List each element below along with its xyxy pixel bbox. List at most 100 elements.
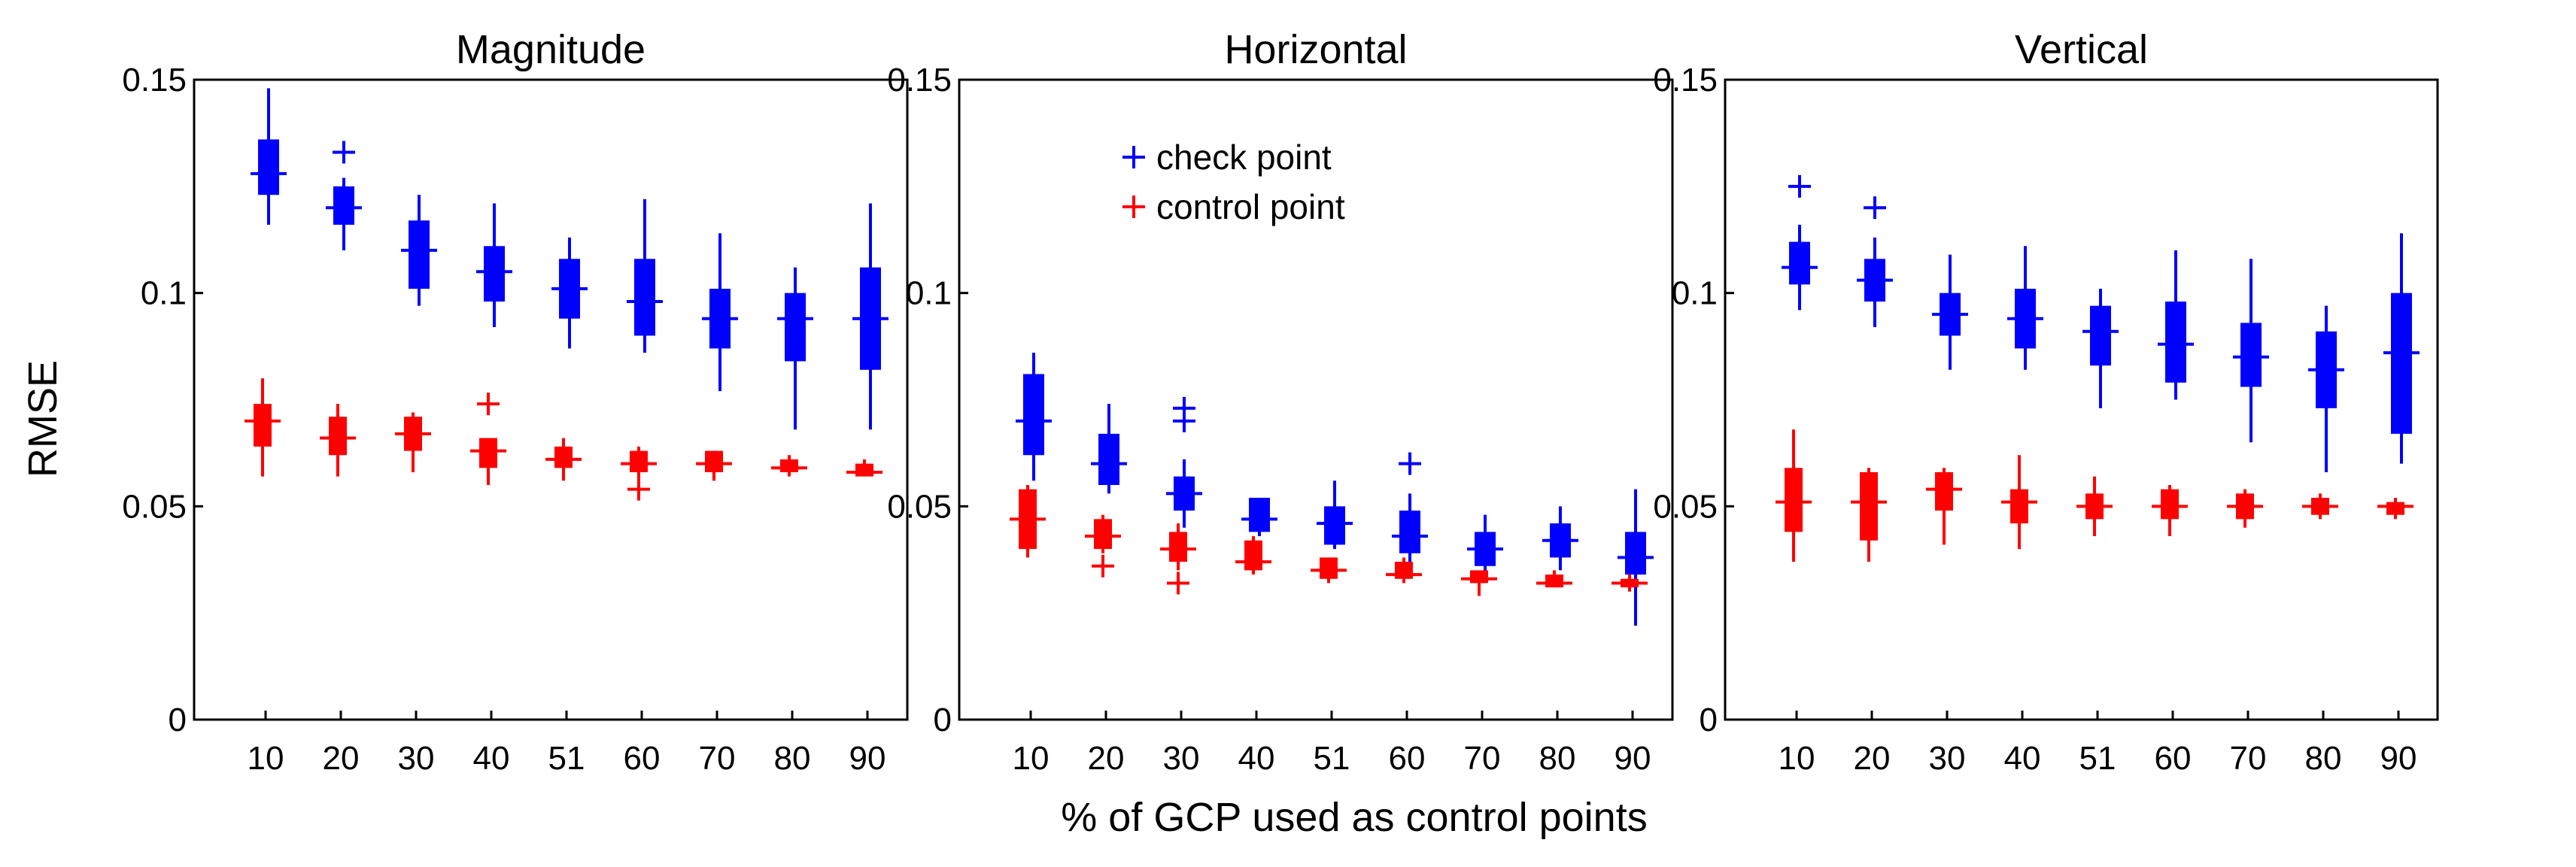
box-control-point-40 — [2001, 455, 2037, 550]
y-tick-label: 0.15 — [1653, 62, 1718, 99]
y-tick-label: 0.05 — [1653, 488, 1718, 525]
box-control-point-60 — [621, 446, 657, 501]
y-tick-label: 0.15 — [122, 62, 187, 99]
box-body — [484, 246, 505, 302]
series-control-point — [1776, 429, 2413, 562]
box-body — [2090, 305, 2111, 366]
outlier-marker — [1399, 452, 1421, 475]
box-body — [855, 463, 873, 477]
box-check-point-20 — [1857, 196, 1893, 328]
x-tick-label: 80 — [2305, 740, 2342, 777]
box-body — [1625, 532, 1646, 575]
box-check-point-51 — [2082, 288, 2119, 408]
box-body — [2240, 323, 2262, 387]
box-body — [1249, 497, 1270, 532]
x-tick-label: 20 — [1088, 740, 1125, 777]
box-check-point-90 — [1618, 489, 1654, 626]
x-tick-label: 90 — [1615, 740, 1651, 777]
x-tick-label: 60 — [2155, 740, 2192, 777]
box-body — [1320, 557, 1338, 579]
series-check-point — [1782, 174, 2420, 472]
box-body — [254, 404, 272, 447]
outlier-marker — [333, 141, 355, 164]
box-check-point-60 — [2158, 250, 2194, 400]
box-body — [2386, 502, 2404, 515]
x-tick-label: 70 — [699, 740, 736, 777]
legend-label: control point — [1156, 187, 1345, 226]
x-tick-label: 10 — [1779, 740, 1815, 777]
box-check-point-40 — [2007, 246, 2043, 370]
y-tick-label: 0.05 — [122, 488, 187, 525]
box-control-point-70 — [1461, 570, 1497, 596]
plot-area — [1724, 78, 2439, 721]
box-body — [1098, 433, 1119, 485]
box-check-point-10 — [1016, 353, 1052, 481]
x-tick-label: 70 — [1464, 740, 1501, 777]
box-check-point-10 — [1782, 174, 1818, 311]
outlier-marker — [477, 393, 500, 416]
x-tick-label: 20 — [1854, 740, 1891, 777]
y-axis-label: RMSE — [20, 360, 65, 477]
box-body — [1785, 468, 1803, 532]
y-tick-label: 0.05 — [887, 488, 952, 525]
x-tick-label: 60 — [624, 740, 661, 777]
y-tick-label: 0 — [169, 702, 187, 738]
box-body — [2010, 489, 2028, 524]
x-tick-label: 51 — [2079, 740, 2116, 777]
box-control-point-51 — [2076, 476, 2113, 537]
x-tick-label: 90 — [2380, 740, 2417, 777]
box-check-point-30 — [401, 195, 437, 306]
chart-panel-horizontal: Horizontal 0 0.05 0.1 0.15 10 20 30 40 51 60 70 80 90… — [887, 27, 1674, 777]
y-tick-label: 0 — [934, 702, 952, 738]
box-body — [634, 259, 655, 336]
box-control-point-30 — [1160, 523, 1196, 595]
x-tick-label: 51 — [548, 740, 585, 777]
box-body — [2161, 489, 2179, 520]
legend: check point control point — [1122, 138, 1345, 226]
box-body — [1860, 471, 1878, 541]
outlier-marker — [1173, 396, 1195, 420]
outlier-marker — [627, 477, 650, 501]
series-control-point — [245, 378, 882, 501]
plot-area — [958, 78, 1674, 721]
x-tick-label: 80 — [1539, 740, 1576, 777]
x-tick-label: 70 — [2230, 740, 2267, 777]
x-tick-label: 10 — [248, 740, 284, 777]
outlier-marker — [1092, 554, 1114, 577]
box-body — [409, 220, 430, 289]
box-body — [1094, 519, 1112, 550]
box-check-point-80 — [2308, 305, 2344, 472]
box-body — [1244, 540, 1262, 571]
box-body — [2165, 302, 2186, 383]
box-body — [554, 446, 573, 468]
box-control-point-80 — [771, 455, 807, 477]
box-body — [1395, 562, 1413, 579]
box-check-point-60 — [627, 199, 663, 353]
box-control-point-90 — [846, 459, 882, 477]
box-check-point-90 — [2383, 233, 2420, 464]
series-check-point — [1016, 353, 1654, 626]
box-body — [258, 139, 279, 196]
x-tick-label: 40 — [1238, 740, 1275, 777]
x-tick-label: 30 — [398, 740, 435, 777]
chart-title: Magnitude — [456, 27, 646, 72]
box-control-point-30 — [1926, 468, 1962, 545]
box-check-point-10 — [251, 88, 287, 225]
box-body — [1399, 511, 1420, 553]
box-body — [479, 438, 497, 468]
box-control-point-51 — [545, 438, 582, 481]
box-check-point-30 — [1166, 396, 1202, 528]
y-tick-label: 0.1 — [1672, 275, 1718, 312]
box-check-point-70 — [2233, 259, 2269, 443]
box-check-point-60 — [1392, 452, 1428, 571]
box-control-point-20 — [320, 404, 356, 477]
box-body — [1169, 532, 1187, 562]
box-check-point-20 — [326, 141, 362, 250]
box-control-point-10 — [1776, 429, 1812, 562]
box-check-point-20 — [1091, 404, 1127, 494]
box-check-point-51 — [1317, 480, 1353, 550]
x-axis-label: % of GCP used as control points — [1061, 795, 1647, 840]
box-control-point-60 — [2152, 484, 2188, 537]
